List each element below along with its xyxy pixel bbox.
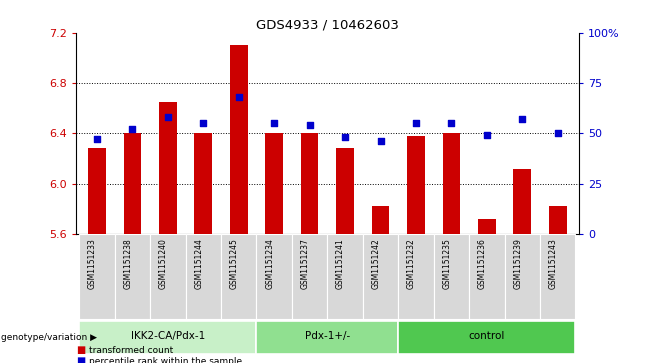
Text: GSM1151240: GSM1151240 bbox=[159, 238, 168, 289]
Text: control: control bbox=[468, 331, 505, 342]
Bar bbox=[336, 148, 354, 234]
Bar bbox=[230, 45, 247, 234]
Text: GSM1151239: GSM1151239 bbox=[513, 238, 522, 289]
Point bbox=[375, 138, 386, 144]
Bar bbox=[114, 234, 150, 319]
Bar bbox=[221, 234, 257, 319]
Bar bbox=[150, 234, 186, 319]
Bar bbox=[513, 168, 531, 234]
Text: ■: ■ bbox=[76, 356, 85, 363]
Bar bbox=[301, 133, 318, 234]
Bar bbox=[327, 234, 363, 319]
Bar bbox=[265, 133, 283, 234]
Point bbox=[411, 120, 421, 126]
Bar bbox=[372, 206, 390, 234]
Text: GSM1151234: GSM1151234 bbox=[265, 238, 274, 289]
Bar bbox=[398, 234, 434, 319]
Text: GSM1151235: GSM1151235 bbox=[442, 238, 451, 289]
Point bbox=[517, 116, 528, 122]
Text: transformed count: transformed count bbox=[89, 346, 173, 355]
Point bbox=[91, 136, 102, 142]
Text: GSM1151244: GSM1151244 bbox=[194, 238, 203, 289]
Bar bbox=[257, 321, 398, 354]
Point bbox=[234, 94, 244, 100]
Text: GSM1151236: GSM1151236 bbox=[478, 238, 487, 289]
Bar bbox=[186, 234, 221, 319]
Bar bbox=[159, 102, 177, 234]
Point bbox=[305, 122, 315, 128]
Bar bbox=[469, 234, 505, 319]
Bar bbox=[549, 206, 567, 234]
Point bbox=[269, 120, 280, 126]
Text: GSM1151242: GSM1151242 bbox=[372, 238, 380, 289]
Bar bbox=[88, 148, 106, 234]
Bar bbox=[363, 234, 398, 319]
Point bbox=[482, 132, 492, 138]
Bar bbox=[292, 234, 327, 319]
Text: Pdx-1+/-: Pdx-1+/- bbox=[305, 331, 350, 342]
Text: GSM1151241: GSM1151241 bbox=[336, 238, 345, 289]
Bar bbox=[79, 234, 114, 319]
Bar bbox=[124, 133, 141, 234]
Title: GDS4933 / 10462603: GDS4933 / 10462603 bbox=[256, 19, 399, 32]
Point bbox=[127, 126, 138, 132]
Text: GSM1151232: GSM1151232 bbox=[407, 238, 416, 289]
Point bbox=[446, 120, 457, 126]
Point bbox=[553, 130, 563, 136]
Bar bbox=[434, 234, 469, 319]
Text: percentile rank within the sample: percentile rank within the sample bbox=[89, 357, 242, 363]
Bar bbox=[194, 133, 212, 234]
Text: genotype/variation ▶: genotype/variation ▶ bbox=[1, 333, 97, 342]
Bar bbox=[505, 234, 540, 319]
Point bbox=[198, 120, 209, 126]
Bar bbox=[407, 136, 425, 234]
Text: GSM1151237: GSM1151237 bbox=[301, 238, 310, 289]
Text: GSM1151233: GSM1151233 bbox=[88, 238, 97, 289]
Bar bbox=[478, 219, 495, 234]
Text: GSM1151245: GSM1151245 bbox=[230, 238, 239, 289]
Bar bbox=[540, 234, 576, 319]
Bar bbox=[398, 321, 576, 354]
Bar bbox=[443, 133, 461, 234]
Bar bbox=[79, 321, 257, 354]
Text: IKK2-CA/Pdx-1: IKK2-CA/Pdx-1 bbox=[131, 331, 205, 342]
Text: ■: ■ bbox=[76, 345, 85, 355]
Point bbox=[340, 134, 350, 140]
Point bbox=[163, 114, 173, 120]
Text: GSM1151243: GSM1151243 bbox=[549, 238, 558, 289]
Text: GSM1151238: GSM1151238 bbox=[124, 238, 132, 289]
Bar bbox=[257, 234, 292, 319]
